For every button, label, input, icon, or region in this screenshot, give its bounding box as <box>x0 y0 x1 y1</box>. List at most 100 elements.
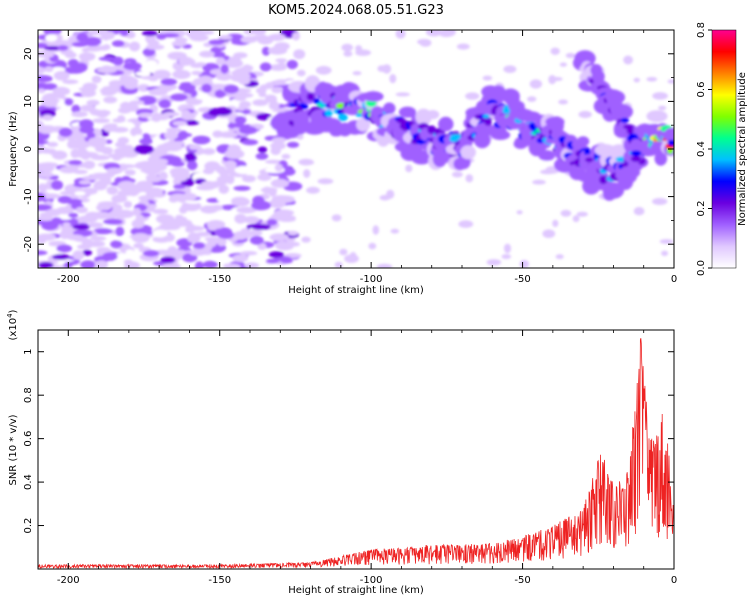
spectrogram-cell <box>80 152 91 160</box>
spectrogram-cell <box>559 62 568 67</box>
spectrogram-cell <box>214 89 226 98</box>
spectrogram-cell <box>249 235 264 245</box>
spectrogram-cell <box>623 55 633 65</box>
spectrogram-cell <box>201 83 212 94</box>
spectrogram-cell <box>663 127 674 142</box>
spectrogram-cell <box>41 96 53 104</box>
spectrogram-cell <box>159 222 179 230</box>
spectrogram-cell <box>177 130 189 140</box>
spectrogram-cell <box>301 236 311 243</box>
spectrogram-cell <box>71 41 89 47</box>
spectrogram-cell <box>64 98 74 106</box>
spectrogram-cell <box>267 46 288 55</box>
spectrogram-cell <box>620 117 630 123</box>
spectrogram-cell <box>52 86 71 96</box>
spectrogram-cell <box>241 139 259 146</box>
spectrogram-cell <box>167 246 178 256</box>
spectrogram-cell <box>94 260 109 268</box>
spectrogram-cell <box>271 86 283 94</box>
spectrogram-cell <box>90 154 110 161</box>
spectrogram-cell <box>633 77 640 83</box>
spectrogram-x-tick-label: 0 <box>671 274 677 285</box>
spectrogram-cell <box>450 134 462 140</box>
spectrogram-cell <box>612 104 634 120</box>
spectrogram-cell <box>317 178 334 185</box>
spectrogram-cell <box>110 240 123 249</box>
snr-x-tick-label: -200 <box>57 575 80 586</box>
spectrogram-cell <box>232 234 252 239</box>
spectrogram-cell <box>101 91 115 96</box>
spectrogram-cell <box>297 69 306 77</box>
spectrogram-cell <box>242 64 252 74</box>
spectrogram-cell <box>425 30 442 37</box>
spectrogram-cell <box>652 92 668 100</box>
spectrogram-cell <box>38 183 48 192</box>
spectrogram-cell <box>382 64 392 74</box>
spectrogram-cell <box>626 126 634 135</box>
spectrogram-cell <box>142 47 156 57</box>
spectrogram-cell <box>38 261 54 268</box>
spectrogram-cell <box>458 220 474 228</box>
spectrogram-cell <box>341 43 354 52</box>
spectrogram-cell <box>238 126 258 135</box>
spectrogram-cell <box>123 201 133 208</box>
spectrogram-cell <box>270 141 286 150</box>
spectrogram-cell <box>277 216 296 222</box>
spectrogram-cell <box>602 182 625 199</box>
spectrogram-cell <box>572 215 580 223</box>
spectrogram-cell <box>605 90 626 105</box>
spectrogram-cell <box>77 215 98 223</box>
spectrogram-cell <box>549 116 565 135</box>
spectrogram-cell <box>133 243 144 249</box>
spectrogram-cell <box>111 203 123 212</box>
spectrogram-cell <box>355 45 363 52</box>
spectrogram-cell <box>101 146 114 155</box>
spectrogram-cell <box>223 84 239 94</box>
snr-y-scale-prefix: (x10 <box>8 318 19 341</box>
spectrogram-cell <box>38 163 46 172</box>
spectrogram-cell <box>465 92 480 100</box>
spectrogram-cell <box>560 209 572 217</box>
spectrogram-cell <box>129 41 141 52</box>
spectrogram-cell <box>80 89 97 98</box>
spectrogram-cell <box>659 239 674 244</box>
spectrogram-x-tick-label: -200 <box>57 274 80 285</box>
spectrogram-cell <box>383 102 396 115</box>
spectrogram-cell <box>352 71 362 76</box>
spectrogram-cell <box>271 137 287 144</box>
spectrogram-cell <box>201 250 212 255</box>
colorbar-tick-label: 0.0 <box>696 260 707 276</box>
spectrogram-cell <box>460 145 476 160</box>
spectrogram-cell <box>134 144 154 155</box>
spectrogram-cell <box>96 204 105 212</box>
spectrogram-cell <box>72 224 90 230</box>
spectrogram-cell <box>275 58 288 63</box>
spectrogram-cell <box>94 104 108 110</box>
spectrogram-cell <box>103 31 115 40</box>
spectrogram-cell <box>232 254 249 263</box>
spectrogram-x-tick-label: -150 <box>208 274 231 285</box>
colorbar-label: Normalized spectral amplitude <box>737 72 748 226</box>
spectrogram-cell <box>145 33 156 44</box>
spectrogram-cell <box>112 118 126 123</box>
spectrogram-cell <box>115 226 125 237</box>
spectrogram-cell <box>131 233 150 243</box>
spectrogram-cell <box>646 110 668 123</box>
spectrogram-x-axis-label: Height of straight line (km) <box>288 285 424 296</box>
spectrogram-cell <box>173 184 186 190</box>
spectrogram-cell <box>50 180 64 191</box>
spectrogram-cell <box>185 228 195 233</box>
spectrogram-cell <box>585 157 594 163</box>
spectrogram-cell <box>92 118 110 124</box>
spectrogram-cell <box>38 171 54 178</box>
spectrogram-cell <box>274 163 283 172</box>
spectrogram-cell <box>81 238 94 249</box>
spectrogram-cell <box>251 223 271 231</box>
spectrogram-cell <box>71 129 84 140</box>
spectrogram-cell <box>271 195 291 203</box>
spectrogram-cell <box>108 80 124 88</box>
spectrogram-cell <box>415 108 432 126</box>
spectrogram-cell <box>160 78 178 86</box>
spectrogram-cell <box>519 259 530 268</box>
spectrogram-cell <box>112 56 124 66</box>
